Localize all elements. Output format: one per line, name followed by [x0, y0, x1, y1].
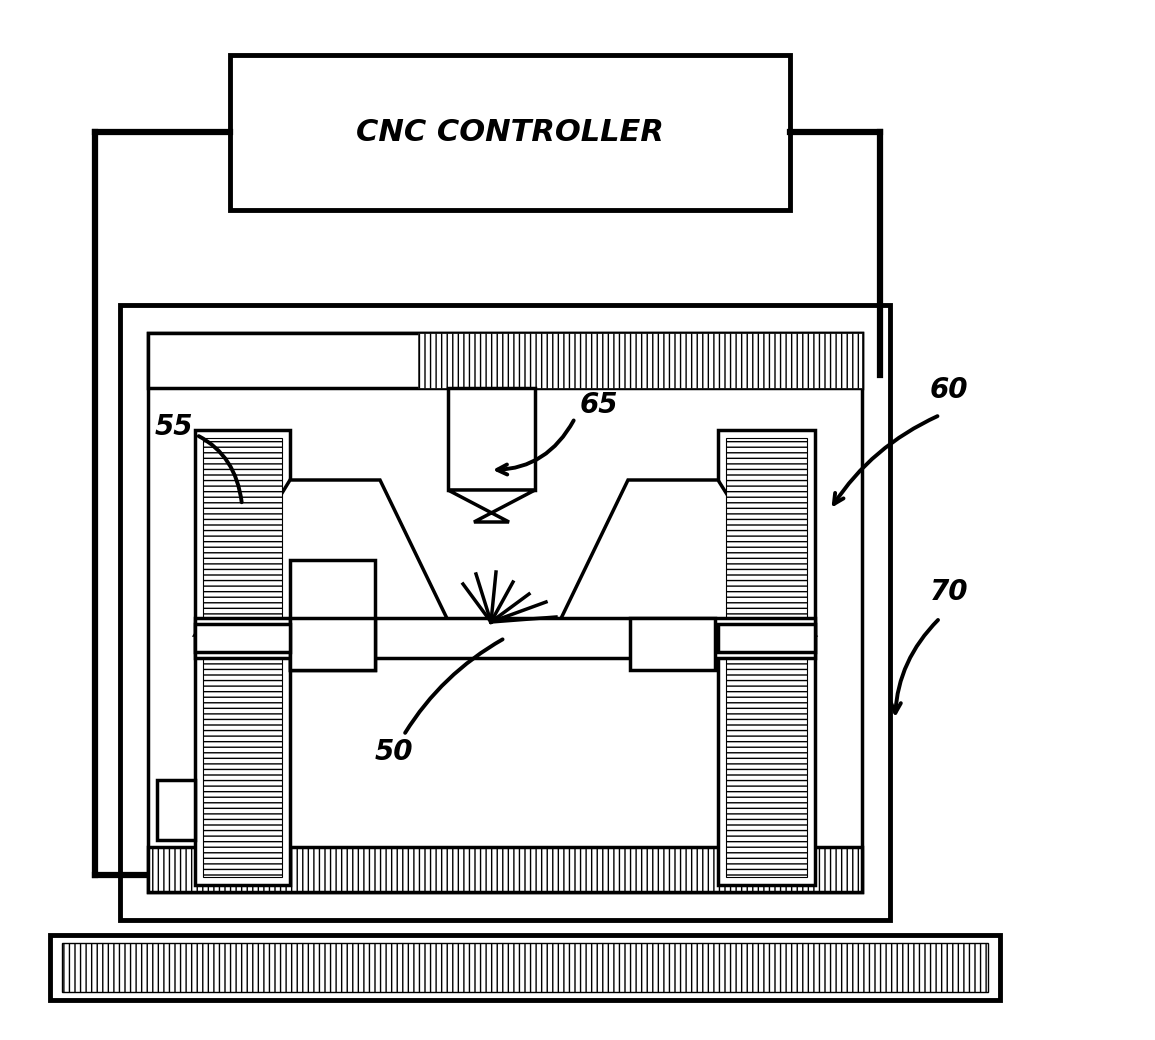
Bar — [195, 430, 290, 885]
Bar — [148, 333, 862, 892]
Bar — [195, 618, 815, 658]
Polygon shape — [195, 480, 455, 635]
FancyArrowPatch shape — [891, 620, 938, 712]
Bar — [120, 305, 891, 920]
Text: 50: 50 — [375, 640, 502, 766]
Polygon shape — [448, 490, 535, 522]
Text: 55: 55 — [155, 413, 241, 502]
Bar — [157, 780, 195, 840]
Text: 70: 70 — [930, 578, 969, 606]
Polygon shape — [553, 480, 815, 635]
Bar — [290, 560, 375, 670]
Bar — [629, 618, 715, 670]
Bar — [195, 624, 290, 652]
Text: CNC CONTROLLER: CNC CONTROLLER — [356, 118, 664, 147]
Bar — [718, 624, 815, 652]
FancyArrowPatch shape — [834, 416, 938, 504]
Text: 65: 65 — [580, 391, 618, 419]
Text: 60: 60 — [930, 376, 969, 404]
Bar — [448, 388, 535, 490]
Bar — [148, 847, 862, 892]
Bar — [50, 935, 1000, 1000]
Bar — [203, 438, 282, 877]
Bar — [418, 333, 862, 388]
Bar — [726, 438, 807, 877]
Bar — [148, 333, 862, 388]
Bar — [290, 618, 375, 670]
Bar — [62, 943, 988, 992]
Bar — [718, 430, 815, 885]
Bar — [230, 55, 790, 210]
